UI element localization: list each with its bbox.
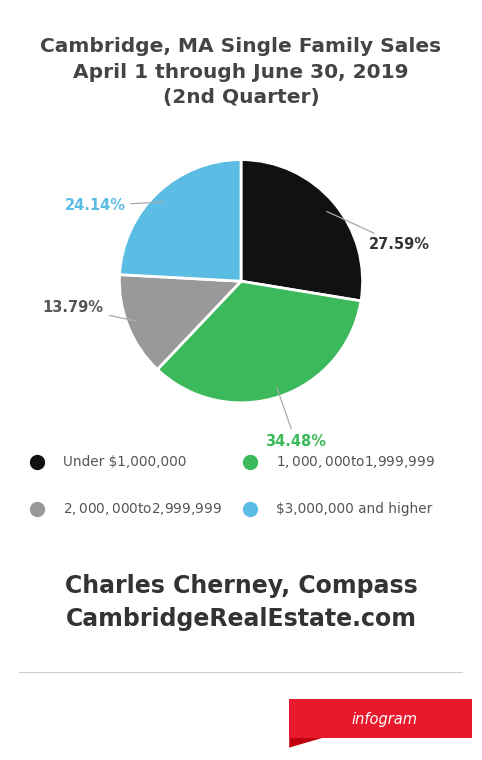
Text: $1,000,000 to $1,999,999: $1,000,000 to $1,999,999: [276, 454, 434, 470]
Text: $3,000,000 and higher: $3,000,000 and higher: [276, 502, 432, 516]
Polygon shape: [289, 738, 322, 748]
Text: Under $1,000,000: Under $1,000,000: [63, 454, 186, 469]
Text: $2,000,000 to $2,999,999: $2,000,000 to $2,999,999: [63, 501, 222, 517]
Text: 13.79%: 13.79%: [43, 300, 136, 321]
FancyBboxPatch shape: [289, 699, 472, 738]
Wedge shape: [120, 160, 241, 281]
Text: 27.59%: 27.59%: [327, 211, 429, 252]
Wedge shape: [120, 274, 241, 369]
Text: 24.14%: 24.14%: [65, 198, 163, 214]
Text: infogram: infogram: [351, 712, 417, 727]
Wedge shape: [157, 281, 361, 403]
Text: 34.48%: 34.48%: [265, 388, 326, 449]
Text: Cambridge, MA Single Family Sales
April 1 through June 30, 2019
(2nd Quarter): Cambridge, MA Single Family Sales April …: [40, 37, 442, 107]
Wedge shape: [241, 160, 362, 301]
Text: Charles Cherney, Compass
CambridgeRealEstate.com: Charles Cherney, Compass CambridgeRealEs…: [65, 574, 417, 631]
